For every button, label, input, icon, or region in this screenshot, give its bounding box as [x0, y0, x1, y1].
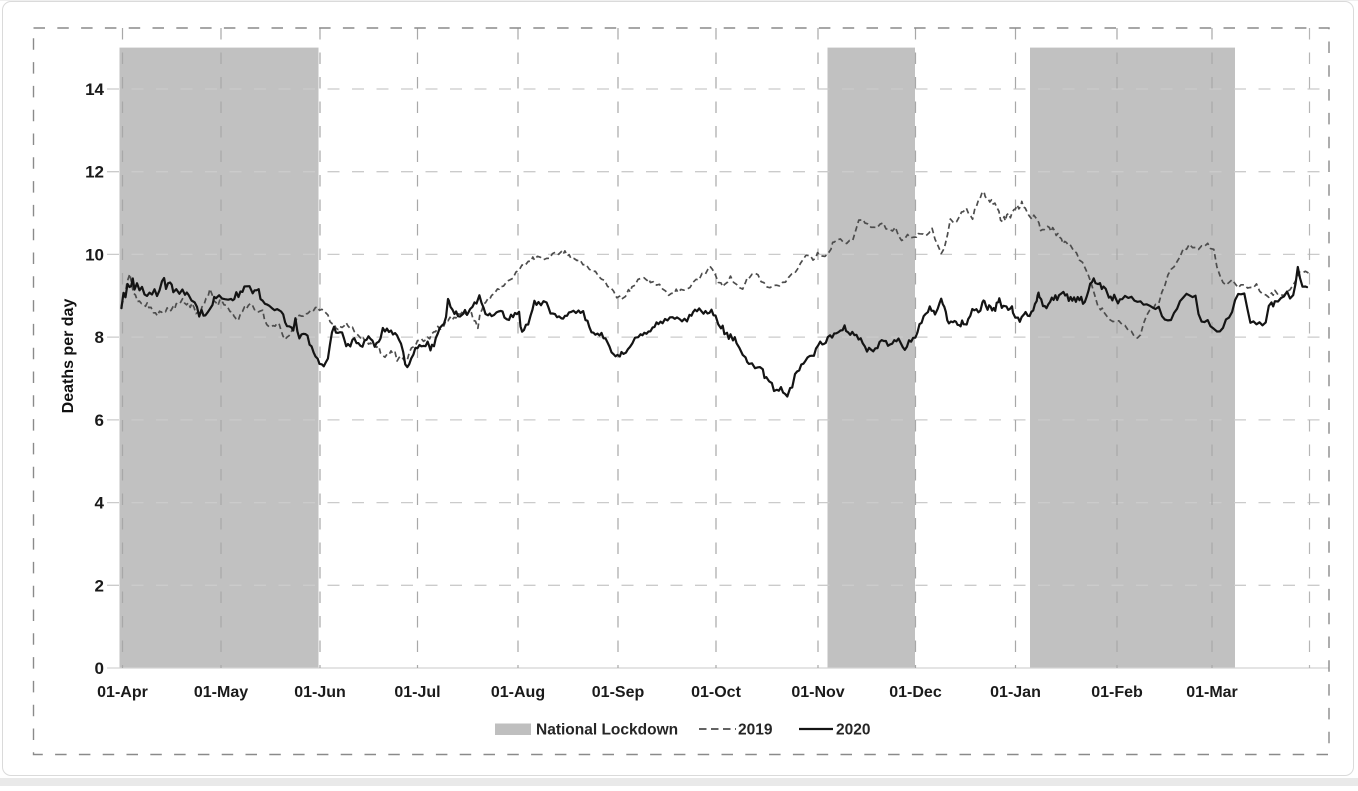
svg-text:6: 6: [95, 411, 104, 430]
svg-text:12: 12: [85, 163, 104, 182]
svg-text:14: 14: [85, 80, 104, 99]
svg-text:01-Dec: 01-Dec: [889, 684, 942, 701]
svg-text:01-Jan: 01-Jan: [990, 684, 1041, 701]
svg-text:10: 10: [85, 245, 104, 264]
svg-text:National Lockdown: National Lockdown: [536, 722, 678, 739]
svg-text:01-Sep: 01-Sep: [592, 684, 645, 701]
svg-text:2: 2: [95, 576, 104, 595]
svg-text:2019: 2019: [738, 722, 773, 739]
svg-text:2020: 2020: [836, 722, 870, 739]
svg-text:01-Nov: 01-Nov: [791, 684, 844, 701]
svg-text:01-Mar: 01-Mar: [1186, 684, 1238, 701]
svg-text:Deaths per day: Deaths per day: [60, 299, 77, 414]
svg-text:0: 0: [95, 659, 104, 678]
svg-text:01-Oct: 01-Oct: [691, 684, 741, 701]
svg-text:01-Jun: 01-Jun: [294, 684, 346, 701]
svg-text:01-Apr: 01-Apr: [97, 684, 148, 701]
svg-text:01-May: 01-May: [194, 684, 248, 701]
svg-text:4: 4: [95, 494, 105, 513]
svg-text:01-Aug: 01-Aug: [491, 684, 545, 701]
svg-text:01-Feb: 01-Feb: [1091, 684, 1143, 701]
svg-text:8: 8: [95, 328, 104, 347]
svg-text:01-Jul: 01-Jul: [394, 684, 440, 701]
